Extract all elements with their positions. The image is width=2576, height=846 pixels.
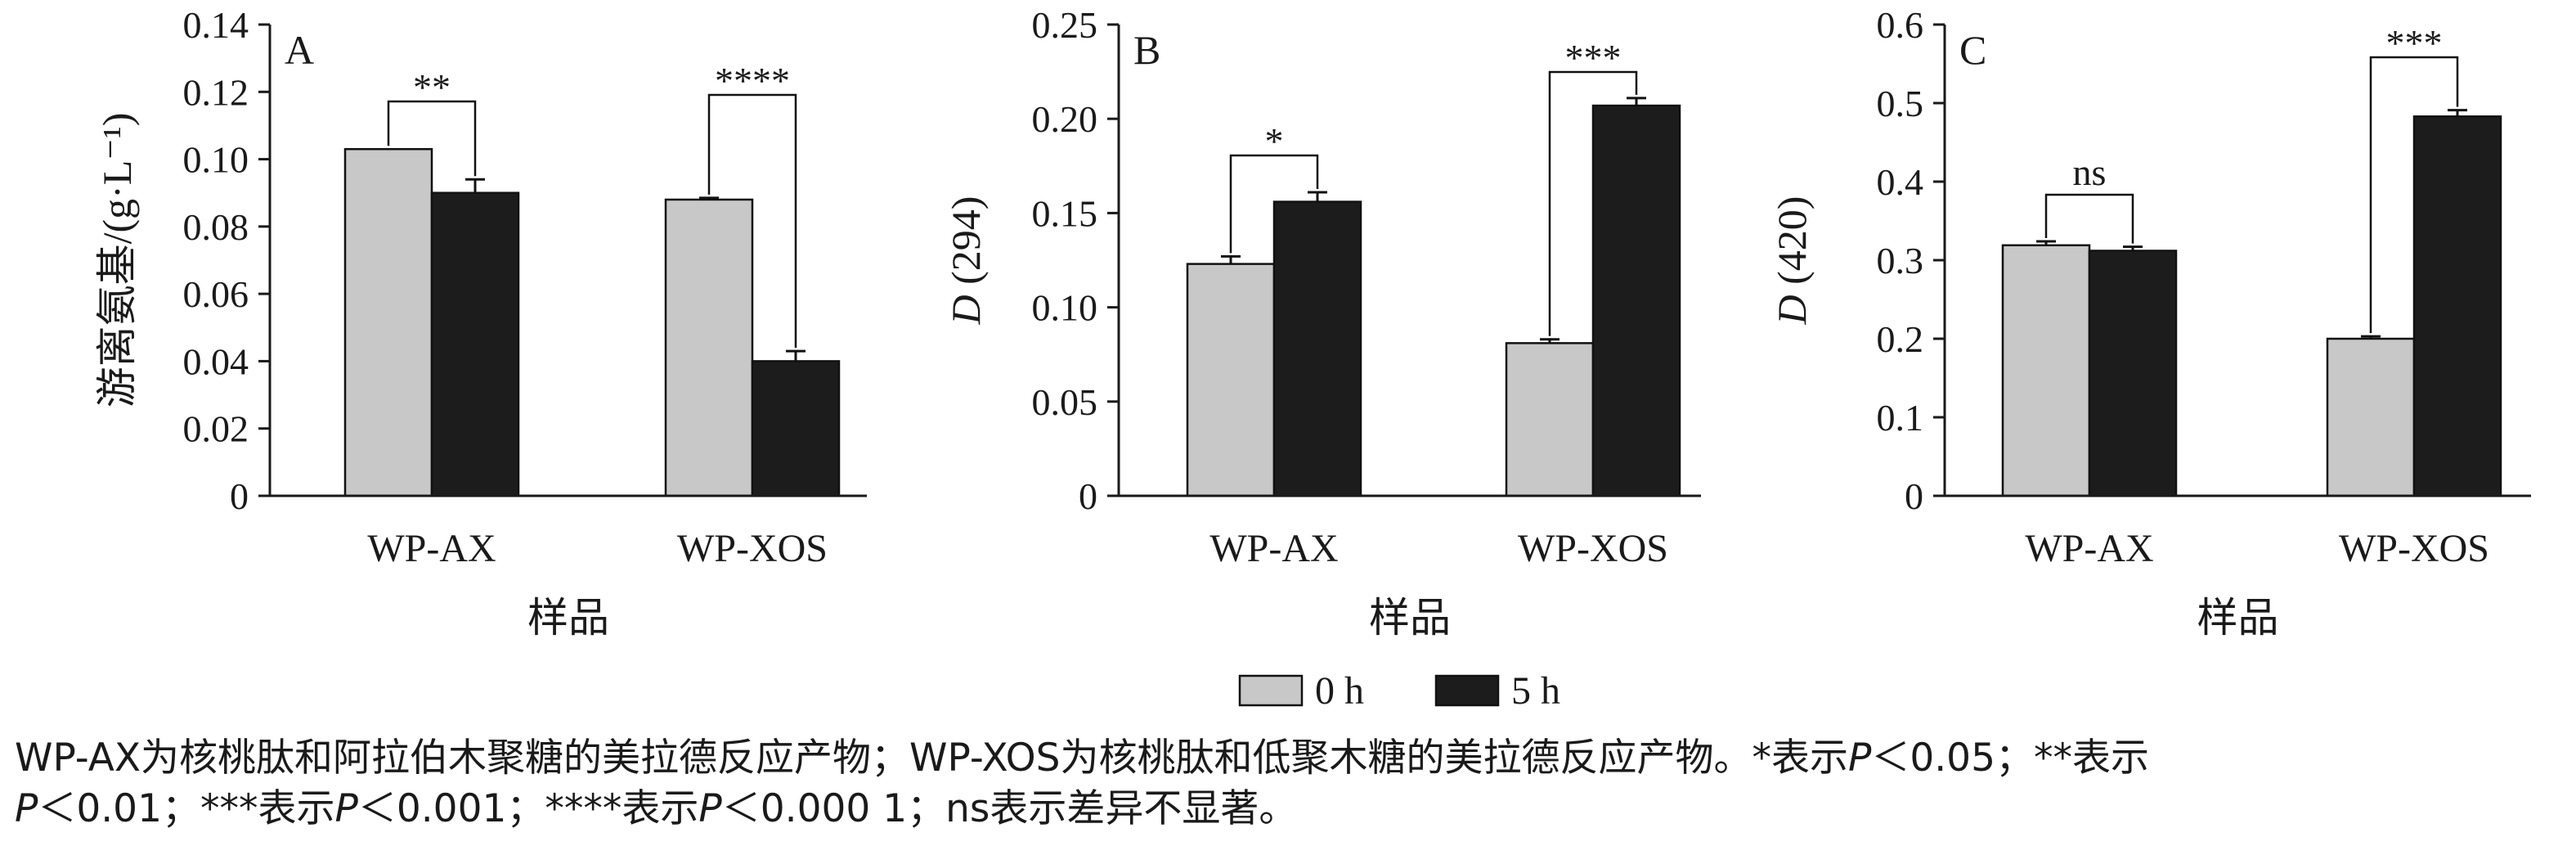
significance-label: ** (413, 66, 451, 108)
y-tick-label: 0.04 (183, 340, 249, 382)
x-category-label: WP-XOS (2339, 527, 2489, 570)
y-tick-label: 0.15 (1032, 192, 1098, 234)
bar-wp-xos-5h (1591, 104, 1681, 497)
y-tick-label: 0.08 (183, 206, 249, 248)
y-tick-label: 0.10 (183, 139, 249, 181)
significance-bracket (2044, 193, 2134, 244)
y-tick-label: 0.14 (183, 4, 249, 46)
bar-wp-xos-5h (2412, 115, 2502, 497)
significance-label: *** (2386, 22, 2443, 64)
y-axis-label-text: (294) (943, 196, 989, 295)
panel-c-chart: ns *** 0 0.1 0.2 0.3 0.4 0.5 0.6 WP-AX WP-XOS 样品 C D … (1769, 4, 2531, 641)
x-category-label: WP-AX (1209, 527, 1338, 570)
figure-caption: WP-AX为核桃肽和阿拉伯木聚糖的美拉德反应产物；WP-XOS为核桃肽和低聚木糖… (15, 733, 2558, 835)
significance-label: *** (1565, 37, 1622, 79)
x-category-label: WP-XOS (1518, 527, 1668, 570)
significance-label: **** (715, 60, 790, 101)
bar-wp-xos-5h (751, 360, 841, 497)
panel-label: B (1133, 27, 1160, 73)
y-tick-label: 0.12 (183, 71, 249, 113)
panel-label: C (1959, 27, 1986, 73)
caption-text: ＜0.05；**表示 (1871, 736, 2149, 781)
significance-bracket (1229, 154, 1319, 254)
y-tick-label: 0.02 (183, 408, 249, 450)
y-tick-label: 0.6 (1877, 4, 1924, 46)
legend: 0 h 5 h (1238, 669, 1560, 713)
y-axis-label-text: (420) (1769, 196, 1815, 295)
y-tick-label: 0 (1905, 475, 1923, 517)
significance-label: ns (2073, 151, 2107, 193)
x-category-label: WP-AX (367, 527, 496, 570)
significance-label: * (1265, 120, 1284, 162)
x-axis-label: 样品 (1369, 595, 1451, 641)
y-tick-label: 0.25 (1032, 4, 1098, 46)
caption-text: WP-AX为核桃肽和阿拉伯木聚糖的美拉德反应产物；WP-XOS为核桃肽和低聚木糖… (15, 736, 1848, 781)
legend-label: 5 h (1511, 669, 1560, 713)
x-category-label: WP-XOS (677, 527, 828, 570)
significance-bracket (2369, 56, 2459, 334)
caption-p-symbol: P (698, 786, 722, 831)
bar-wp-ax-0h (1186, 263, 1276, 497)
y-tick-label: 0.2 (1877, 318, 1924, 360)
caption-p-symbol: P (1847, 736, 1872, 781)
legend-label: 0 h (1315, 669, 1364, 713)
significance-bracket (1548, 70, 1638, 336)
caption-p-symbol: P (15, 786, 38, 831)
significance-bracket (707, 93, 797, 349)
caption-p-symbol: P (334, 786, 358, 831)
x-axis-label: 样品 (527, 595, 609, 641)
bar-wp-ax-0h (2001, 244, 2091, 497)
caption-text: ＜0.001；****表示 (357, 786, 699, 831)
bar-wp-ax-5h (2088, 250, 2178, 497)
y-tick-label: 0.06 (183, 273, 249, 315)
y-tick-label: 0.10 (1032, 287, 1098, 329)
y-axis-label: 游离氨基/(g·L⁻¹) (94, 113, 140, 408)
y-tick-label: 0 (230, 475, 249, 517)
legend-swatch-0h (1238, 674, 1304, 707)
panel-label: A (285, 27, 314, 73)
y-tick-label: 0.20 (1032, 98, 1098, 140)
y-tick-label: 0.4 (1877, 161, 1924, 203)
bar-wp-xos-0h (1505, 342, 1595, 497)
significance-bracket (387, 100, 477, 177)
y-tick-label: 0.1 (1877, 397, 1924, 439)
y-tick-label: 0.5 (1877, 83, 1924, 124)
bar-wp-xos-0h (2326, 337, 2416, 497)
y-tick-label: 0.3 (1877, 240, 1924, 281)
caption-text: ＜0.01；***表示 (38, 786, 335, 831)
y-tick-label: 0 (1079, 475, 1097, 517)
panel-a-chart: ** ****00.020.040.060.080.100.120.14WP-AX… (94, 4, 867, 641)
y-axis-label: D (420) (1769, 196, 1815, 326)
bar-wp-xos-0h (664, 198, 754, 497)
caption-line-2: P＜0.01；***表示P＜0.001；****表示P＜0.000 1；ns表示… (15, 784, 2558, 835)
legend-swatch-5h (1434, 674, 1500, 707)
bar-wp-ax-5h (430, 191, 520, 497)
y-axis-label-symbol: D (1769, 295, 1815, 325)
bar-wp-ax-5h (1272, 200, 1362, 497)
x-axis-label: 样品 (2197, 595, 2279, 641)
figure-canvas: ** ****00.020.040.060.080.100.120.14WP-AX… (94, 4, 2531, 713)
x-category-label: WP-AX (2025, 527, 2153, 570)
bar-wp-ax-0h (343, 147, 433, 497)
y-axis-label-symbol: D (943, 295, 989, 325)
y-tick-label: 0.05 (1032, 381, 1098, 423)
y-axis-label: D (294) (943, 196, 989, 326)
caption-text: ＜0.000 1；ns表示差异不显著。 (721, 786, 1298, 831)
caption-line-1: WP-AX为核桃肽和阿拉伯木聚糖的美拉德反应产物；WP-XOS为核桃肽和低聚木糖… (15, 733, 2558, 784)
